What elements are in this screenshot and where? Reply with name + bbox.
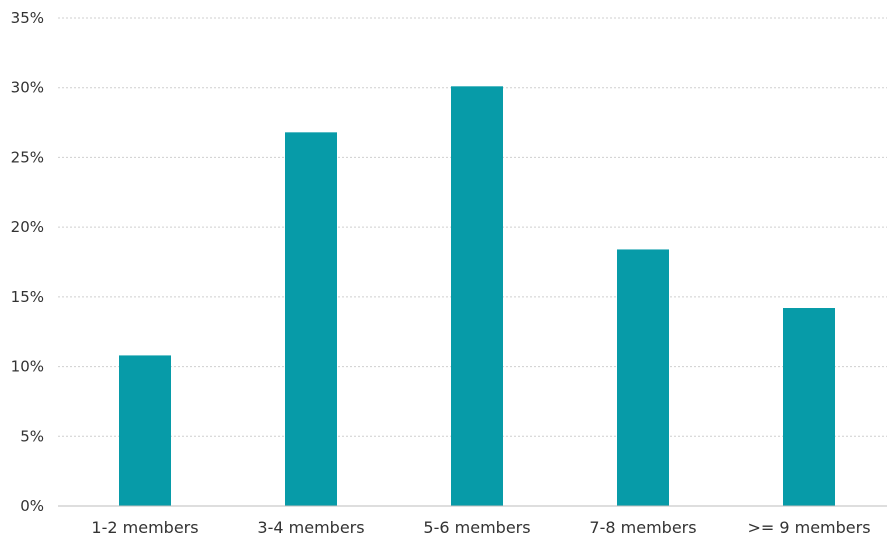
x-tick-label: 3-4 members — [257, 518, 364, 537]
x-tick-label: 5-6 members — [423, 518, 530, 537]
bar — [451, 86, 503, 506]
bar — [617, 249, 669, 507]
x-axis-ticks: 1-2 members 3-4 members 5-6 members 7-8 mem… — [91, 518, 870, 537]
y-tick-label: 15% — [11, 288, 44, 306]
bars — [119, 86, 835, 507]
y-axis-ticks: 0% 5% 10% 15% 20% 25% 30% 35% — [11, 9, 44, 515]
y-tick-label: 5% — [20, 427, 44, 445]
x-tick-label: >= 9 members — [747, 518, 870, 537]
bar — [285, 132, 337, 506]
y-tick-label: 10% — [11, 358, 44, 376]
y-tick-label: 0% — [20, 497, 44, 515]
x-tick-label: 1-2 members — [91, 518, 198, 537]
y-tick-label: 20% — [11, 218, 44, 236]
x-tick-label: 7-8 members — [589, 518, 696, 537]
bar — [783, 308, 835, 506]
y-tick-label: 35% — [11, 9, 44, 27]
y-tick-label: 25% — [11, 148, 44, 166]
y-tick-label: 30% — [11, 79, 44, 97]
bar — [119, 355, 171, 506]
